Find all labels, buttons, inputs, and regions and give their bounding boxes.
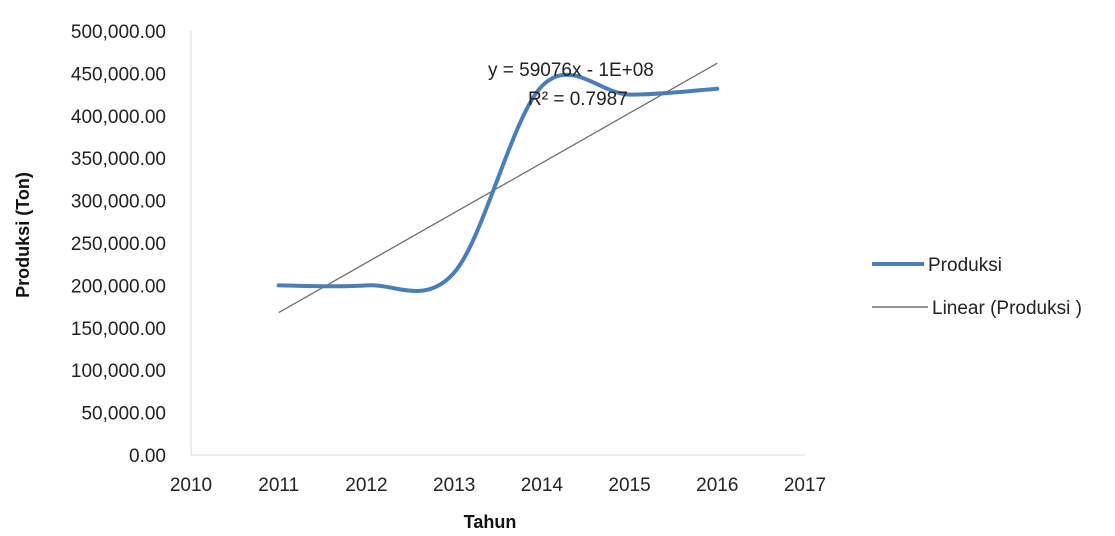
x-tick-label: 2017 bbox=[784, 475, 826, 496]
y-tick-label: 200,000.00 bbox=[71, 276, 166, 297]
x-tick-label: 2016 bbox=[696, 475, 738, 496]
legend-label-linear: Linear (Produksi ) bbox=[932, 298, 1082, 319]
x-tick-label: 2014 bbox=[521, 475, 564, 496]
y-tick-label: 150,000.00 bbox=[71, 319, 166, 340]
y-tick-label: 50,000.00 bbox=[81, 404, 166, 425]
x-axis-ticks: 2010 2011 2012 2013 2014 2015 2016 2017 bbox=[170, 475, 826, 496]
x-tick-label: 2010 bbox=[170, 475, 212, 496]
y-tick-label: 300,000.00 bbox=[71, 192, 166, 213]
x-tick-label: 2011 bbox=[258, 475, 299, 496]
y-tick-label: 500,000.00 bbox=[71, 22, 166, 43]
series-layer bbox=[276, 62, 720, 314]
series-produksi-line bbox=[276, 72, 720, 293]
series-linear-trendline bbox=[278, 62, 718, 314]
x-tick-label: 2013 bbox=[433, 475, 475, 496]
trendline-equation: y = 59076x - 1E+08 bbox=[488, 60, 654, 81]
y-tick-label: 100,000.00 bbox=[71, 361, 166, 382]
x-tick-label: 2015 bbox=[608, 475, 650, 496]
x-axis-title: Tahun bbox=[464, 512, 517, 532]
r-squared-label: R² = 0.7987 bbox=[528, 89, 628, 110]
y-axis-ticks: 0.00 50,000.00 100,000.00 150,000.00 200,000… bbox=[71, 22, 166, 467]
y-tick-label: 250,000.00 bbox=[71, 234, 166, 255]
y-tick-label: 450,000.00 bbox=[71, 64, 166, 85]
x-tick-label: 2012 bbox=[345, 475, 387, 496]
legend: Produksi Linear (Produksi ) bbox=[872, 255, 1082, 319]
plot-area: 0.00 50,000.00 100,000.00 150,000.00 200,000… bbox=[71, 22, 826, 496]
y-tick-label: 400,000.00 bbox=[71, 107, 166, 128]
y-axis-title: Produksi (Ton) bbox=[13, 172, 33, 298]
y-tick-label: 0.00 bbox=[129, 446, 166, 467]
y-tick-label: 350,000.00 bbox=[71, 149, 166, 170]
legend-label-produksi: Produksi bbox=[928, 255, 1002, 276]
